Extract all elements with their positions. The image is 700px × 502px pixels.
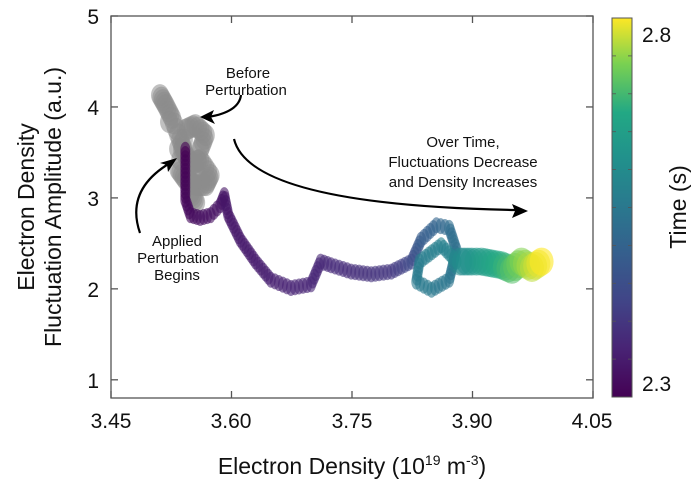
y-axis-label-line1: Electron Density bbox=[13, 123, 39, 291]
svg-text:Fluctuations Decrease: Fluctuations Decrease bbox=[388, 154, 537, 171]
y-axis-label-line2: Fluctuation Amplitude (a.u.) bbox=[40, 67, 66, 347]
svg-text:Perturbation: Perturbation bbox=[205, 82, 287, 99]
arrow-over-time-head bbox=[512, 204, 528, 218]
colorbar-max-label: 2.8 bbox=[642, 24, 671, 47]
arrow-applied-head bbox=[160, 158, 177, 172]
annotation-applied: Applied Perturbation Begins bbox=[137, 233, 219, 284]
trajectory-point bbox=[529, 247, 554, 276]
y-tick-label: 3 bbox=[87, 188, 99, 211]
arrow-before-head bbox=[200, 110, 215, 124]
colorbar-label: Time (s) bbox=[665, 165, 691, 248]
y-tick-label: 4 bbox=[87, 97, 99, 120]
svg-text:Begins: Begins bbox=[154, 267, 200, 284]
colorbar-ticks bbox=[612, 17, 632, 398]
svg-text:Applied: Applied bbox=[152, 233, 202, 250]
svg-text:Over Time,: Over Time, bbox=[426, 134, 499, 151]
before-perturbation-point bbox=[160, 110, 179, 133]
x-tick-label: 3.60 bbox=[211, 410, 252, 433]
y-tick-label: 1 bbox=[87, 370, 99, 393]
arrow-over-time bbox=[232, 138, 516, 212]
data-marks bbox=[151, 84, 554, 298]
x-tick-label: 3.90 bbox=[452, 410, 493, 433]
x-tick-label: 3.75 bbox=[332, 410, 373, 433]
svg-text:Before: Before bbox=[226, 65, 270, 82]
y-tick-label: 5 bbox=[87, 6, 99, 29]
svg-text:and Density Increases: and Density Increases bbox=[389, 174, 537, 191]
x-tick-label: 3.45 bbox=[91, 410, 132, 433]
annotation-over-time: Over Time, Fluctuations Decrease and Den… bbox=[388, 134, 537, 191]
x-axis-label: Electron Density (1019 m-3) bbox=[218, 452, 486, 479]
arrow-before bbox=[207, 94, 243, 119]
arrow-applied bbox=[135, 162, 171, 234]
annotation-before: Before Perturbation bbox=[205, 65, 287, 99]
svg-text:Perturbation: Perturbation bbox=[137, 250, 219, 267]
colorbar-min-label: 2.3 bbox=[642, 373, 671, 396]
axis-ticks bbox=[110, 15, 594, 398]
y-tick-label: 2 bbox=[87, 279, 99, 302]
x-tick-label: 4.05 bbox=[572, 410, 613, 433]
